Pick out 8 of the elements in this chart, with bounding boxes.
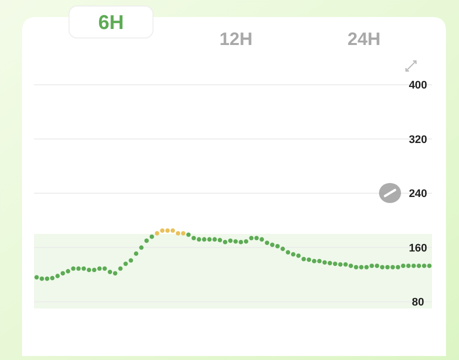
annotation: 24H bbox=[347, 29, 381, 49]
annotation: 6H bbox=[98, 12, 124, 34]
y-tick-label: 240 bbox=[408, 188, 428, 200]
y-tick-label: 80 bbox=[412, 296, 424, 309]
y-tick-label: 320 bbox=[408, 134, 428, 146]
annotation: 12H bbox=[219, 29, 253, 49]
y-tick-label: 160 bbox=[408, 242, 428, 254]
y-tick-label: 400 bbox=[408, 80, 428, 92]
